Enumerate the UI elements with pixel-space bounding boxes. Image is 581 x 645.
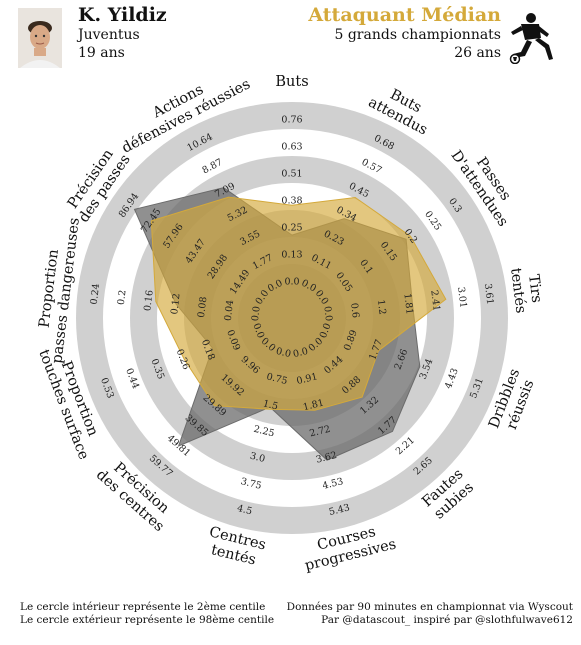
- radar-tick-label: 3.61: [482, 283, 495, 305]
- radar-tick-label: 1.5: [262, 398, 279, 412]
- radar-tick-label: 2.25: [252, 424, 275, 440]
- radar-tick-label: 0.76: [281, 115, 302, 126]
- footnote-outer-circle: Le cercle extérieur représente le 98ème …: [20, 614, 275, 626]
- radar-axis-label: Buts: [275, 74, 308, 90]
- radar-tick-label: 1.2: [375, 299, 388, 315]
- radar-tick-label: 0.0: [318, 322, 334, 340]
- radar-tick-label: 0.0: [321, 306, 334, 322]
- radar-tick-label: 0.0: [284, 277, 299, 288]
- footballer-icon: [509, 13, 553, 64]
- radar-axis-label-line: Buts: [275, 74, 308, 90]
- radar-tick-label: 0.08: [196, 296, 209, 318]
- player-club: Juventus: [78, 27, 140, 43]
- player-age: 19 ans: [78, 45, 125, 61]
- radar-tick-label: 0.0: [250, 306, 263, 322]
- radar-tick-label: 0.6: [348, 302, 361, 318]
- radar-axis-label-line: tentés: [507, 267, 528, 314]
- radar-tick-label: 0.38: [281, 196, 302, 207]
- comparison-age: 26 ans: [454, 45, 501, 61]
- radar-tick-label: 1.81: [401, 293, 414, 315]
- radar-tick-label: 2.41: [428, 289, 441, 311]
- radar-tick-label: 0.13: [281, 250, 302, 261]
- radar-tick-label: 3.75: [240, 476, 263, 492]
- radar-tick-label: 0.2: [116, 289, 129, 305]
- radar-tick-label: 0.0: [292, 346, 309, 360]
- radar-tick-label: 0.04: [223, 299, 236, 321]
- radar-tick-label: 0.91: [296, 371, 319, 387]
- footnote-data-source: Données par 90 minutes en championnat vi…: [286, 601, 573, 613]
- radar-tick-label: 3.62: [315, 450, 338, 466]
- player-avatar: [18, 8, 62, 68]
- radar-tick-label: 0.75: [265, 371, 288, 387]
- radar-tick-label: 1.81: [302, 398, 325, 414]
- radar-tick-label: 4.53: [321, 476, 344, 492]
- comparison-subtitle: 5 grands championnats: [334, 27, 501, 43]
- radar-tick-label: 0.51: [281, 169, 302, 180]
- radar-series-comparison: [150, 196, 447, 411]
- radar-tick-label: 0.25: [281, 223, 302, 234]
- radar-tick-label: 0.12: [169, 293, 182, 315]
- player-name: K. Yildiz: [78, 4, 167, 26]
- footnote-credits: Par @datascout_ inspiré par @slothfulwav…: [321, 614, 573, 626]
- radar-tick-label: 2.72: [308, 424, 331, 440]
- radar-tick-label: 0.24: [89, 283, 102, 305]
- radar-tick-label: 4.5: [236, 503, 253, 517]
- radar-tick-label: 5.43: [328, 502, 351, 518]
- footnote-inner-circle: Le cercle intérieur représente le 2ème c…: [20, 601, 266, 613]
- radar-tick-label: 3.01: [455, 286, 468, 308]
- radar-tick-label: 0.16: [142, 289, 155, 311]
- comparison-title: Attaquant Médian: [308, 4, 501, 26]
- radar-tick-label: 0.0: [250, 322, 266, 340]
- radar-tick-label: 0.0: [275, 346, 292, 360]
- radar-tick-label: 3.0: [249, 451, 266, 465]
- radar-tick-label: 0.63: [281, 142, 302, 153]
- radar-polygons: [133, 187, 447, 461]
- radar-axis-label-line: Tirs: [525, 273, 544, 303]
